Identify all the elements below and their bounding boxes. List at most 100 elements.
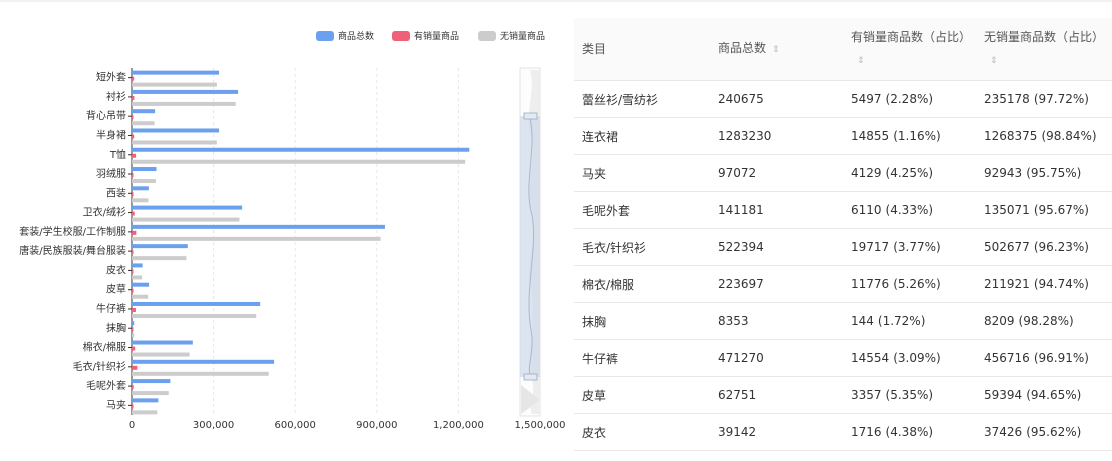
bar-unsold[interactable]	[132, 101, 236, 106]
legend-item[interactable]: 有销量商品	[392, 30, 459, 42]
bar-total[interactable]	[132, 89, 239, 94]
cell-sold: 6110 (4.33%)	[843, 191, 976, 229]
category-label: 牛仔裤	[96, 302, 126, 315]
bar-total[interactable]	[132, 359, 275, 364]
bar-unsold[interactable]	[132, 391, 169, 396]
table-row[interactable]: 马夹 97072 4129 (4.25%) 92943 (95.75%)	[574, 154, 1112, 192]
table-row[interactable]: 牛仔裤 471270 14554 (3.09%) 456716 (96.91%)	[574, 339, 1112, 377]
cell-unsold-pct: (94.74%)	[1033, 277, 1089, 291]
x-tick-label: 1,500,000	[515, 420, 566, 431]
category-label: 半身裙	[96, 128, 126, 141]
bar-sold[interactable]	[132, 211, 135, 216]
cell-sold-value: 6110	[851, 203, 882, 217]
table-row[interactable]: 棉衣/棉服 223697 11776 (5.26%) 211921 (94.74%)	[574, 265, 1112, 303]
bar-sold[interactable]	[132, 385, 134, 390]
bar-unsold[interactable]	[132, 313, 257, 318]
category-table-container[interactable]: 类目 商品总数 ⇕ 有销量商品数（占比） ⇕ 无销量商品数（占比） ⇕ 蕾丝衫/雪纺衫…	[574, 18, 1112, 461]
header-sold[interactable]: 有销量商品数（占比） ⇕	[843, 18, 976, 81]
legend-item[interactable]: 无销量商品	[478, 30, 545, 42]
cell-sold-pct: (3.09%)	[893, 351, 941, 365]
header-category: 类目	[574, 18, 710, 81]
header-unsold[interactable]: 无销量商品数（占比） ⇕	[976, 18, 1112, 81]
bar-sold[interactable]	[132, 173, 134, 178]
bar-sold[interactable]	[132, 76, 135, 81]
bar-sold[interactable]	[132, 250, 134, 255]
category-table: 类目 商品总数 ⇕ 有销量商品数（占比） ⇕ 无销量商品数（占比） ⇕ 蕾丝衫/雪纺衫…	[574, 18, 1112, 451]
bar-unsold[interactable]	[132, 121, 155, 126]
sort-icon[interactable]: ⇕	[772, 45, 780, 55]
bar-total[interactable]	[132, 398, 159, 403]
bar-total[interactable]	[132, 282, 150, 287]
bar-sold[interactable]	[132, 153, 137, 158]
table-row[interactable]: 皮草 62751 3357 (5.35%) 59394 (94.65%)	[574, 376, 1112, 414]
cell-total: 522394	[710, 228, 843, 266]
cell-sold-value: 14554	[851, 351, 890, 365]
legend-label: 商品总数	[338, 30, 374, 42]
datazoom-handle-bottom[interactable]	[523, 373, 538, 381]
bar-sold[interactable]	[132, 327, 134, 332]
table-header-row: 类目 商品总数 ⇕ 有销量商品数（占比） ⇕ 无销量商品数（占比） ⇕	[574, 18, 1112, 81]
cell-unsold-pct: (97.72%)	[1033, 92, 1089, 106]
bar-sold[interactable]	[132, 269, 134, 274]
bar-unsold[interactable]	[132, 333, 135, 338]
bar-sold[interactable]	[132, 192, 134, 197]
bar-total[interactable]	[132, 379, 171, 384]
bar-unsold[interactable]	[132, 410, 158, 415]
bar-sold[interactable]	[132, 288, 134, 293]
bar-total[interactable]	[132, 147, 470, 152]
bar-total[interactable]	[132, 186, 149, 191]
bar-total[interactable]	[132, 70, 220, 75]
bar-total[interactable]	[132, 244, 188, 249]
bar-sold[interactable]	[132, 365, 138, 370]
sort-icon[interactable]: ⇕	[857, 56, 865, 66]
cell-sold-value: 1716	[851, 425, 882, 439]
cell-sold: 14554 (3.09%)	[843, 339, 976, 377]
bar-unsold[interactable]	[132, 159, 466, 164]
bar-total[interactable]	[132, 205, 243, 210]
bar-unsold[interactable]	[132, 352, 190, 357]
bar-total[interactable]	[132, 167, 157, 172]
bar-total[interactable]	[132, 301, 261, 306]
sort-icon[interactable]: ⇕	[990, 56, 998, 66]
x-tick-label: 0	[129, 420, 135, 431]
bar-total[interactable]	[132, 340, 193, 345]
cell-total-value: 141181	[718, 203, 764, 217]
header-total-label: 商品总数	[718, 41, 767, 55]
header-category-label: 类目	[582, 42, 607, 56]
category-label: 短外套	[96, 71, 126, 84]
bar-total[interactable]	[132, 109, 156, 114]
datazoom-handle-top[interactable]	[523, 112, 538, 120]
table-row[interactable]: 皮衣 39142 1716 (4.38%) 37426 (95.62%)	[574, 413, 1112, 451]
bar-sold[interactable]	[132, 230, 137, 235]
bar-sold[interactable]	[132, 307, 136, 312]
bar-unsold[interactable]	[132, 82, 217, 87]
bar-unsold[interactable]	[132, 236, 381, 241]
bar-unsold[interactable]	[132, 217, 240, 222]
table-row[interactable]: 抹胸 8353 144 (1.72%) 8209 (98.28%)	[574, 302, 1112, 340]
header-total[interactable]: 商品总数 ⇕	[710, 18, 843, 81]
bar-unsold[interactable]	[132, 256, 187, 261]
legend-item[interactable]: 商品总数	[316, 30, 374, 42]
datazoom-selection[interactable]	[520, 116, 540, 377]
bar-total[interactable]	[132, 224, 385, 229]
bar-total[interactable]	[132, 321, 135, 326]
table-row[interactable]: 连衣裙 1283230 14855 (1.16%) 1268375 (98.84%)	[574, 117, 1112, 155]
bar-sold[interactable]	[132, 115, 134, 120]
x-tick-label: 600,000	[275, 420, 316, 431]
bar-sold[interactable]	[132, 346, 136, 351]
table-row[interactable]: 蕾丝衫/雪纺衫 240675 5497 (2.28%) 235178 (97.72%)	[574, 80, 1112, 118]
bar-unsold[interactable]	[132, 179, 156, 184]
bar-unsold[interactable]	[132, 275, 143, 280]
datazoom-slider[interactable]	[519, 67, 541, 417]
table-row[interactable]: 毛呢外套 141181 6110 (4.33%) 135071 (95.67%)	[574, 191, 1112, 229]
bar-unsold[interactable]	[132, 294, 149, 299]
bar-sold[interactable]	[132, 95, 135, 100]
bar-unsold[interactable]	[132, 198, 149, 203]
table-row[interactable]: 毛衣/针织衫 522394 19717 (3.77%) 502677 (96.23%)	[574, 228, 1112, 266]
bar-total[interactable]	[132, 263, 143, 268]
bar-total[interactable]	[132, 128, 220, 133]
bar-unsold[interactable]	[132, 371, 269, 376]
bar-unsold[interactable]	[132, 140, 217, 145]
bar-sold[interactable]	[132, 404, 134, 409]
bar-sold[interactable]	[132, 134, 135, 139]
